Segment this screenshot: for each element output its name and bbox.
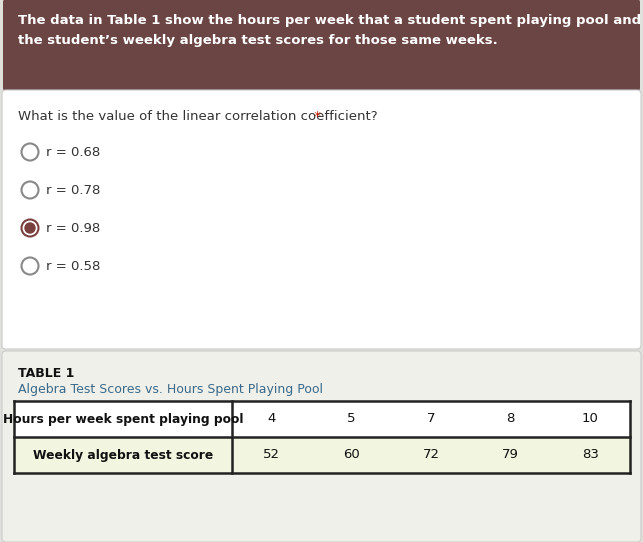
Text: TABLE 1: TABLE 1 <box>18 367 75 380</box>
Bar <box>14 437 630 473</box>
Text: Algebra Test Scores vs. Hours Spent Playing Pool: Algebra Test Scores vs. Hours Spent Play… <box>18 383 323 396</box>
Text: 79: 79 <box>502 448 519 461</box>
Text: Hours per week spent playing pool: Hours per week spent playing pool <box>3 412 243 425</box>
Text: 72: 72 <box>422 448 440 461</box>
FancyBboxPatch shape <box>2 351 641 542</box>
Text: r = 0.58: r = 0.58 <box>46 260 100 273</box>
Text: 52: 52 <box>263 448 280 461</box>
Text: r = 0.98: r = 0.98 <box>46 222 100 235</box>
Text: 4: 4 <box>267 412 276 425</box>
Text: 7: 7 <box>427 412 435 425</box>
FancyBboxPatch shape <box>3 0 640 91</box>
Text: the student’s weekly algebra test scores for those same weeks.: the student’s weekly algebra test scores… <box>18 34 498 47</box>
Text: r = 0.68: r = 0.68 <box>46 145 100 158</box>
Text: 60: 60 <box>343 448 360 461</box>
FancyBboxPatch shape <box>2 90 641 349</box>
Text: 10: 10 <box>582 412 599 425</box>
Text: 83: 83 <box>582 448 599 461</box>
Text: Weekly algebra test score: Weekly algebra test score <box>33 448 213 461</box>
Bar <box>14 401 630 437</box>
Text: 8: 8 <box>507 412 515 425</box>
Circle shape <box>25 223 35 233</box>
Text: 5: 5 <box>347 412 356 425</box>
Text: r = 0.78: r = 0.78 <box>46 184 100 197</box>
Text: What is the value of the linear correlation coefficient?: What is the value of the linear correlat… <box>18 110 377 123</box>
Text: The data in Table 1 show the hours per week that a student spent playing pool an: The data in Table 1 show the hours per w… <box>18 14 641 27</box>
Text: *: * <box>310 110 321 123</box>
